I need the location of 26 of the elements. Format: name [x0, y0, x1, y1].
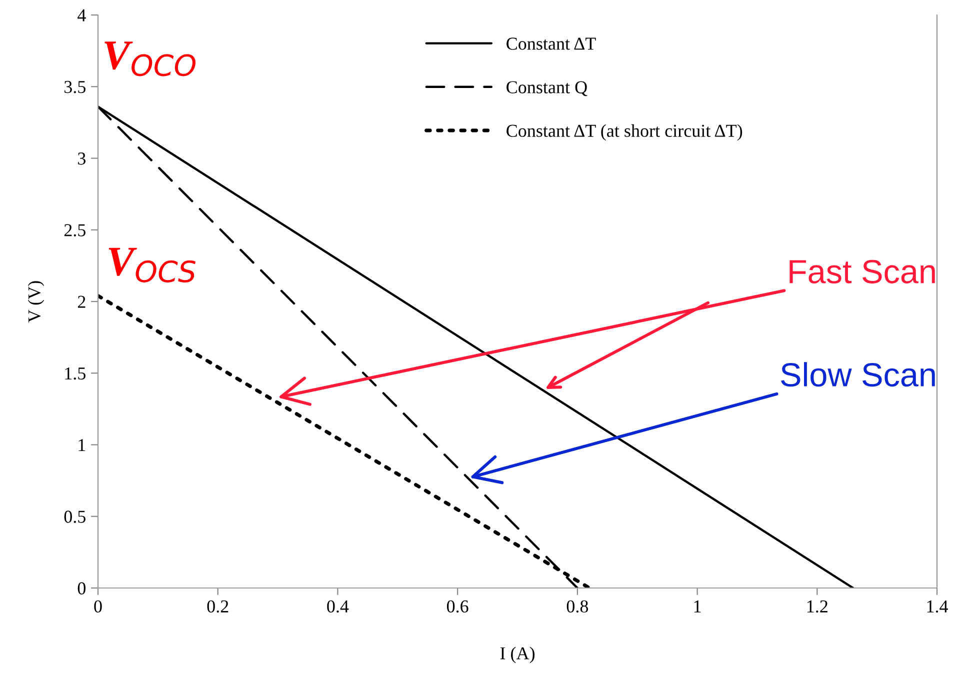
legend-label: Constant ΔT [506, 38, 596, 50]
y-tick-label: 2.5 [64, 224, 86, 236]
y-tick-label: 1.5 [65, 367, 86, 380]
x-tick-label: 1.2 [807, 600, 828, 613]
x-tick-label: 0.8 [566, 600, 588, 613]
y-tick-label: 0.5 [64, 510, 86, 523]
x-tick-label: 0.2 [207, 600, 228, 613]
annotation: V$_{OCS}$ [108, 248, 196, 282]
legend-label: Constant ΔT (at short circuit ΔT) [506, 124, 742, 141]
y-axis-title: V (V) [28, 281, 44, 322]
annotation: Fast Scan [790, 260, 935, 284]
x-tick-label: 0.6 [446, 600, 468, 613]
x-tick-label: 1.4 [927, 600, 948, 613]
y-tick-label: 1 [78, 439, 86, 452]
y-tick-label: 2 [78, 296, 86, 308]
x-tick-label: 0 [94, 600, 102, 613]
legend-label: Constant Q [506, 81, 588, 96]
x-tick-label: 1 [694, 600, 701, 612]
annotation: Slow Scan [781, 362, 935, 387]
y-tick-label: 3.5 [64, 80, 86, 94]
y-tick-label: 4 [78, 9, 86, 22]
annotation: V$_{OCO}$ [104, 42, 196, 76]
y-tick-label: 0 [78, 582, 86, 594]
x-tick-label: 0.4 [327, 600, 349, 613]
y-tick-label: 3 [78, 152, 86, 165]
x-axis-title: I (A) [500, 646, 535, 664]
